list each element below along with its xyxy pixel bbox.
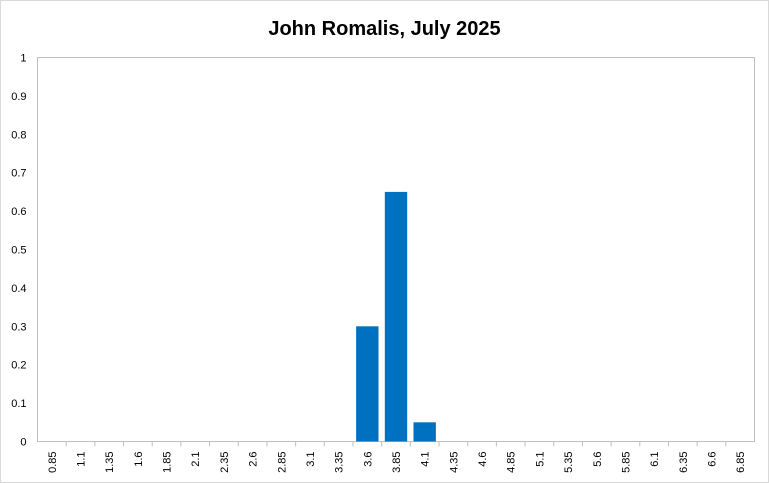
- bar: [413, 422, 436, 442]
- x-tick-label: 1.1: [76, 452, 88, 467]
- x-tick-label: 4.1: [420, 452, 432, 467]
- x-tick-label: 4.85: [506, 452, 518, 473]
- x-tick-label: 2.1: [190, 452, 202, 467]
- x-tick-label: 3.85: [391, 452, 403, 473]
- x-tick-label: 1.35: [104, 452, 116, 473]
- bar: [384, 191, 408, 442]
- x-tick-label: 5.85: [620, 452, 632, 473]
- y-tick-label: 0: [20, 437, 26, 449]
- x-tick-label: 4.35: [448, 452, 460, 473]
- x-tick-label: 6.85: [735, 452, 747, 473]
- x-tick-label: 6.35: [678, 452, 690, 473]
- x-tick-label: 2.35: [219, 452, 231, 473]
- x-tick-label: 6.1: [649, 452, 661, 467]
- y-tick-label: 0.3: [11, 321, 26, 333]
- x-tick-label: 0.85: [47, 452, 59, 473]
- x-tick-label: 5.1: [534, 452, 546, 467]
- y-tick-label: 0.2: [11, 360, 26, 372]
- chart-title: John Romalis, July 2025: [268, 18, 501, 40]
- x-tick-label: 5.6: [592, 452, 604, 467]
- bar: [356, 326, 379, 442]
- x-tick-label: 1.85: [162, 452, 174, 473]
- y-tick-label: 0.8: [11, 129, 26, 141]
- y-tick-label: 0.7: [11, 168, 26, 180]
- y-tick-label: 0.5: [11, 245, 26, 257]
- x-tick-label: 6.6: [706, 452, 718, 467]
- x-tick-label: 1.6: [133, 452, 145, 467]
- x-tick-label: 3.6: [362, 452, 374, 467]
- x-tick-label: 3.35: [334, 452, 346, 473]
- y-tick-label: 0.1: [11, 398, 26, 410]
- y-tick-label: 1: [20, 53, 26, 65]
- y-tick-label: 0.9: [11, 91, 26, 103]
- x-tick-label: 2.6: [248, 452, 260, 467]
- x-tick-label: 5.35: [563, 452, 575, 473]
- y-tick-label: 0.6: [11, 206, 26, 218]
- x-tick-label: 2.85: [276, 452, 288, 473]
- x-tick-label: 4.6: [477, 452, 489, 467]
- x-tick-label: 3.1: [305, 452, 317, 467]
- y-tick-label: 0.4: [11, 283, 26, 295]
